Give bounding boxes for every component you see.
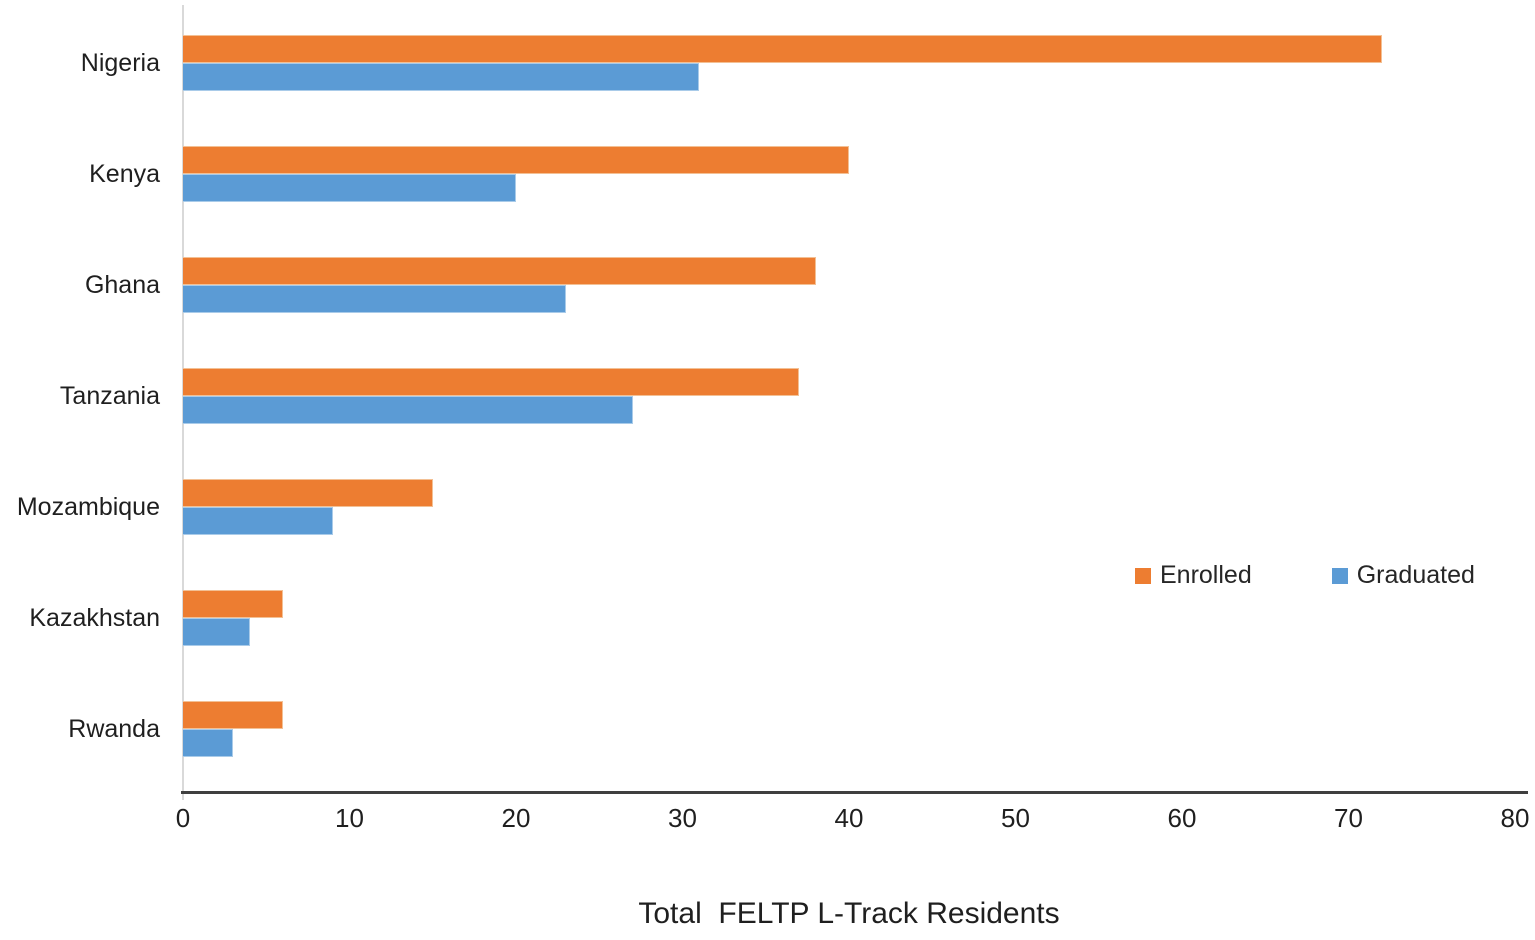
graduated-swatch-icon <box>1331 567 1348 584</box>
category-label-nigeria: Nigeria <box>80 49 160 77</box>
bar-graduated-tanzania <box>183 396 633 424</box>
legend: Enrolled Graduated <box>1135 561 1475 590</box>
x-axis-line <box>181 791 1528 794</box>
legend-item-graduated: Graduated <box>1331 561 1475 590</box>
category-label-kenya: Kenya <box>89 160 160 188</box>
category-label-tanzania: Tanzania <box>59 382 160 410</box>
x-tick-30: 30 <box>668 803 697 833</box>
legend-label-enrolled: Enrolled <box>1160 561 1252 589</box>
bar-enrolled-nigeria <box>183 35 1382 63</box>
bar-graduated-kazakhstan <box>183 618 250 646</box>
bar-enrolled-tanzania <box>183 368 799 396</box>
x-tick-10: 10 <box>335 803 364 833</box>
x-tick-70: 70 <box>1334 803 1363 833</box>
bar-enrolled-ghana <box>183 257 816 285</box>
bar-enrolled-mozambique <box>183 479 433 507</box>
bar-graduated-ghana <box>183 285 566 313</box>
enrolled-swatch-icon <box>1135 567 1151 584</box>
category-label-mozambique: Mozambique <box>16 493 160 521</box>
x-tick-60: 60 <box>1167 803 1197 833</box>
category-label-kazakhstan: Kazakhstan <box>29 604 160 632</box>
bar-graduated-nigeria <box>183 63 699 91</box>
bar-enrolled-kazakhstan <box>183 590 283 618</box>
x-tick-0: 0 <box>175 803 191 833</box>
category-label-rwanda: Rwanda <box>68 715 160 743</box>
bar-enrolled-rwanda <box>183 701 283 729</box>
x-tick-20: 20 <box>501 803 531 833</box>
x-axis-title: Total FELTP L-Track Residents <box>638 897 1060 930</box>
x-tick-40: 40 <box>834 803 864 833</box>
x-tick-80: 80 <box>1500 803 1530 833</box>
bar-graduated-rwanda <box>183 729 233 757</box>
x-tick-50: 50 <box>1001 803 1030 833</box>
bar-graduated-kenya <box>183 174 516 202</box>
category-label-ghana: Ghana <box>84 271 160 299</box>
bar-enrolled-kenya <box>183 146 849 174</box>
bar-graduated-mozambique <box>183 507 333 535</box>
legend-item-enrolled: Enrolled <box>1135 561 1252 590</box>
legend-label-graduated: Graduated <box>1356 561 1475 589</box>
